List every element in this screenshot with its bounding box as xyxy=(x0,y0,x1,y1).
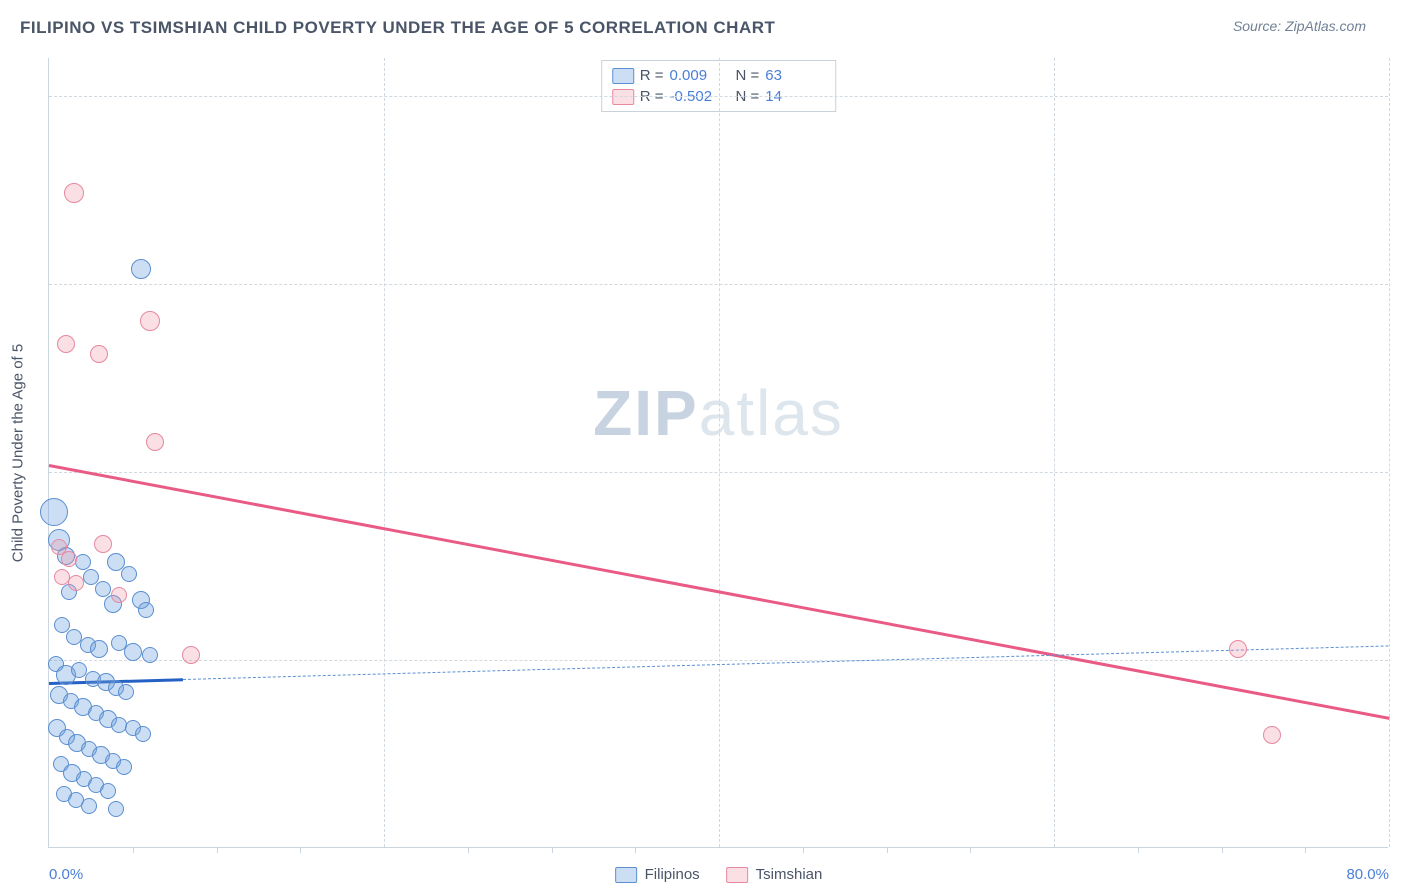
series-legend: Filipinos Tsimshian xyxy=(615,866,823,883)
gridline-v xyxy=(1389,58,1390,847)
chart-container: Child Poverty Under the Age of 5 ZIPatla… xyxy=(48,58,1388,848)
gridline-v xyxy=(719,58,720,847)
point-tsimshian xyxy=(146,433,164,451)
x-minor-tick xyxy=(300,847,301,853)
point-filipinos xyxy=(118,684,134,700)
point-tsimshian xyxy=(90,345,108,363)
x-tick-label: 80.0% xyxy=(1346,866,1389,883)
x-minor-tick xyxy=(468,847,469,853)
point-filipinos xyxy=(142,647,158,663)
r-value-filipinos: 0.009 xyxy=(670,67,730,84)
point-tsimshian xyxy=(57,335,75,353)
trendline-filipinos-dashed xyxy=(183,645,1389,680)
point-filipinos xyxy=(95,581,111,597)
point-tsimshian xyxy=(61,551,77,567)
chart-title: FILIPINO VS TSIMSHIAN CHILD POVERTY UNDE… xyxy=(20,18,775,38)
x-minor-tick xyxy=(552,847,553,853)
x-minor-tick xyxy=(970,847,971,853)
point-filipinos xyxy=(81,798,97,814)
legend-item-tsimshian: Tsimshian xyxy=(726,866,823,883)
point-tsimshian xyxy=(94,535,112,553)
x-minor-tick xyxy=(635,847,636,853)
x-minor-tick xyxy=(133,847,134,853)
x-minor-tick xyxy=(1138,847,1139,853)
r-label: R = xyxy=(640,67,664,84)
legend-label-tsimshian: Tsimshian xyxy=(756,866,823,883)
point-tsimshian xyxy=(1263,726,1281,744)
point-filipinos xyxy=(135,726,151,742)
point-tsimshian xyxy=(64,183,84,203)
y-axis-label: Child Poverty Under the Age of 5 xyxy=(10,344,27,562)
swatch-filipinos-icon xyxy=(612,68,634,84)
point-filipinos xyxy=(108,801,124,817)
n-label: N = xyxy=(736,67,760,84)
point-tsimshian xyxy=(140,311,160,331)
x-minor-tick xyxy=(887,847,888,853)
swatch-tsimshian-icon xyxy=(726,867,748,883)
point-tsimshian xyxy=(68,575,84,591)
x-tick-label: 0.0% xyxy=(49,866,83,883)
legend-label-filipinos: Filipinos xyxy=(645,866,700,883)
swatch-filipinos-icon xyxy=(615,867,637,883)
gridline-v xyxy=(384,58,385,847)
gridline-v xyxy=(1054,58,1055,847)
point-filipinos xyxy=(121,566,137,582)
point-filipinos xyxy=(131,259,151,279)
point-tsimshian xyxy=(111,587,127,603)
x-minor-tick xyxy=(1222,847,1223,853)
legend-item-filipinos: Filipinos xyxy=(615,866,700,883)
x-minor-tick xyxy=(217,847,218,853)
source-label: Source: ZipAtlas.com xyxy=(1233,18,1366,34)
point-filipinos xyxy=(40,498,68,526)
x-minor-tick xyxy=(803,847,804,853)
point-filipinos xyxy=(124,643,142,661)
point-filipinos xyxy=(100,783,116,799)
point-filipinos xyxy=(116,759,132,775)
point-filipinos xyxy=(90,640,108,658)
n-value-filipinos: 63 xyxy=(765,67,825,84)
plot-area: ZIPatlas R = 0.009 N = 63 R = -0.502 N =… xyxy=(48,58,1388,848)
x-minor-tick xyxy=(1305,847,1306,853)
point-filipinos xyxy=(138,602,154,618)
point-tsimshian xyxy=(182,646,200,664)
point-tsimshian xyxy=(1229,640,1247,658)
